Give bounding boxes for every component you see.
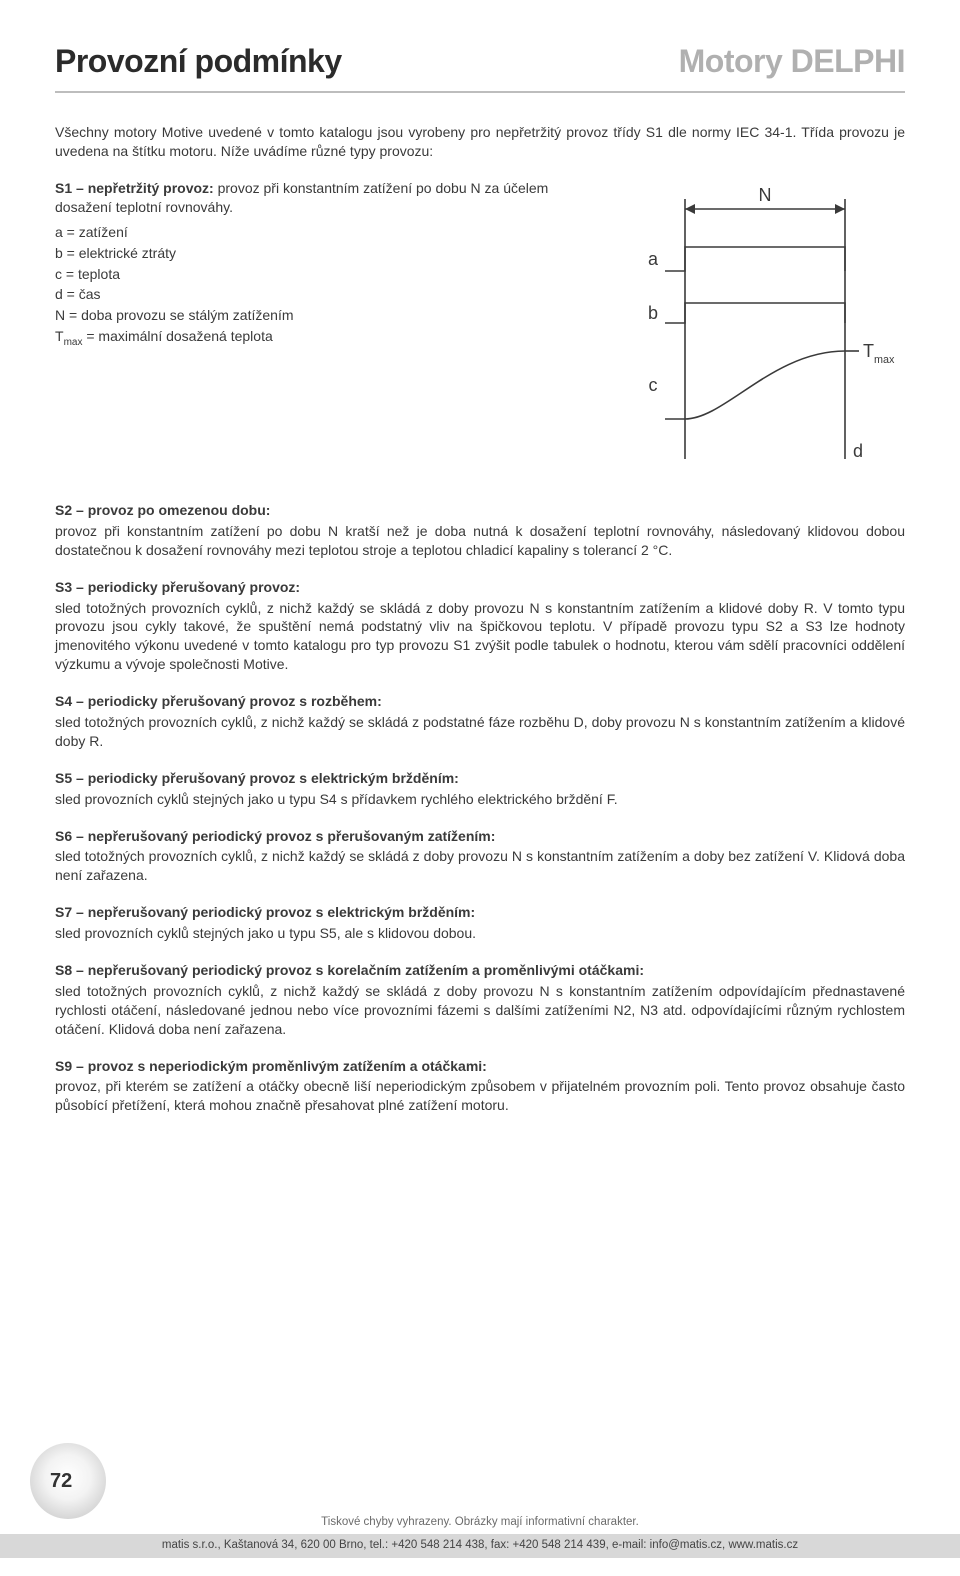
legend-d: d = čas: [55, 285, 595, 304]
section-3: S3 – periodicky přerušovaný provoz: sled …: [55, 578, 905, 674]
section-4: S4 – periodicky přerušovaný provoz s roz…: [55, 692, 905, 751]
legend-b: b = elektrické ztráty: [55, 244, 595, 263]
section-body: sled totožných provozních cyklů, z nichž…: [55, 982, 905, 1039]
section-8: S8 – nepřerušovaný periodický provoz s k…: [55, 961, 905, 1039]
s1-title-bold: S1 – nepřetržitý provoz:: [55, 180, 214, 196]
svg-text:Tmax: Tmax: [863, 341, 895, 366]
section-title: S7 – nepřerušovaný periodický provoz s e…: [55, 903, 905, 922]
section-title: S2 – provoz po omezenou dobu:: [55, 501, 905, 520]
legend-a: a = zatížení: [55, 223, 595, 242]
svg-text:d: d: [853, 441, 863, 461]
section-5: S5 – periodicky přerušovaný provoz s ele…: [55, 769, 905, 809]
section-title: S3 – periodicky přerušovaný provoz:: [55, 578, 905, 597]
brand-title: Motory DELPHI: [679, 40, 905, 83]
section-title: S8 – nepřerušovaný periodický provoz s k…: [55, 961, 905, 980]
section-body: provoz, při kterém se zatížení a otáčky …: [55, 1077, 905, 1115]
s1-diagram: Na b c Tmax d: [625, 179, 905, 479]
svg-text:a: a: [648, 249, 659, 269]
section-body: sled totožných provozních cyklů, z nichž…: [55, 847, 905, 885]
section-title: S9 – provoz s neperiodickým proměnlivým …: [55, 1057, 905, 1076]
legend-c: c = teplota: [55, 265, 595, 284]
section-9: S9 – provoz s neperiodickým proměnlivým …: [55, 1057, 905, 1116]
section-body: sled provozních cyklů stejných jako u ty…: [55, 790, 905, 809]
section-6: S6 – nepřerušovaný periodický provoz s p…: [55, 827, 905, 886]
section-title: S5 – periodicky přerušovaný provoz s ele…: [55, 769, 905, 788]
section-body: sled totožných provozních cyklů, z nichž…: [55, 599, 905, 675]
legend-n: N = doba provozu se stálým zatížením: [55, 306, 595, 325]
section-body: provoz při konstantním zatížení po dobu …: [55, 522, 905, 560]
intro-paragraph: Všechny motory Motive uvedené v tomto ka…: [55, 123, 905, 161]
footer-disclaimer: Tiskové chyby vyhrazeny. Obrázky mají in…: [0, 1515, 960, 1531]
page-number-box: 72: [0, 1449, 960, 1509]
page-footer: 72 Tiskové chyby vyhrazeny. Obrázky mají…: [0, 1449, 960, 1576]
page-title: Provozní podmínky: [55, 40, 342, 83]
legend-tmax: Tmax = maximální dosažená teplota: [55, 327, 595, 349]
section-body: sled provozních cyklů stejných jako u ty…: [55, 924, 905, 943]
s1-title: S1 – nepřetržitý provoz: provoz při kons…: [55, 179, 595, 217]
s1-text-col: S1 – nepřetržitý provoz: provoz při kons…: [55, 179, 595, 479]
footer-contact: matis s.r.o., Kaštanová 34, 620 00 Brno,…: [0, 1534, 960, 1558]
svg-text:c: c: [649, 375, 658, 395]
page-number: 72: [50, 1468, 72, 1495]
svg-text:N: N: [759, 185, 772, 205]
section-7: S7 – nepřerušovaný periodický provoz s e…: [55, 903, 905, 943]
sections-container: S2 – provoz po omezenou dobu: provoz při …: [55, 501, 905, 1115]
svg-text:b: b: [648, 303, 658, 323]
s1-diagram-svg: Na b c Tmax d: [625, 179, 905, 479]
section-title: S6 – nepřerušovaný periodický provoz s p…: [55, 827, 905, 846]
s1-row: S1 – nepřetržitý provoz: provoz při kons…: [55, 179, 905, 479]
section-title: S4 – periodicky přerušovaný provoz s roz…: [55, 692, 905, 711]
page-header: Provozní podmínky Motory DELPHI: [55, 40, 905, 93]
section-body: sled totožných provozních cyklů, z nichž…: [55, 713, 905, 751]
section-2: S2 – provoz po omezenou dobu: provoz při …: [55, 501, 905, 560]
